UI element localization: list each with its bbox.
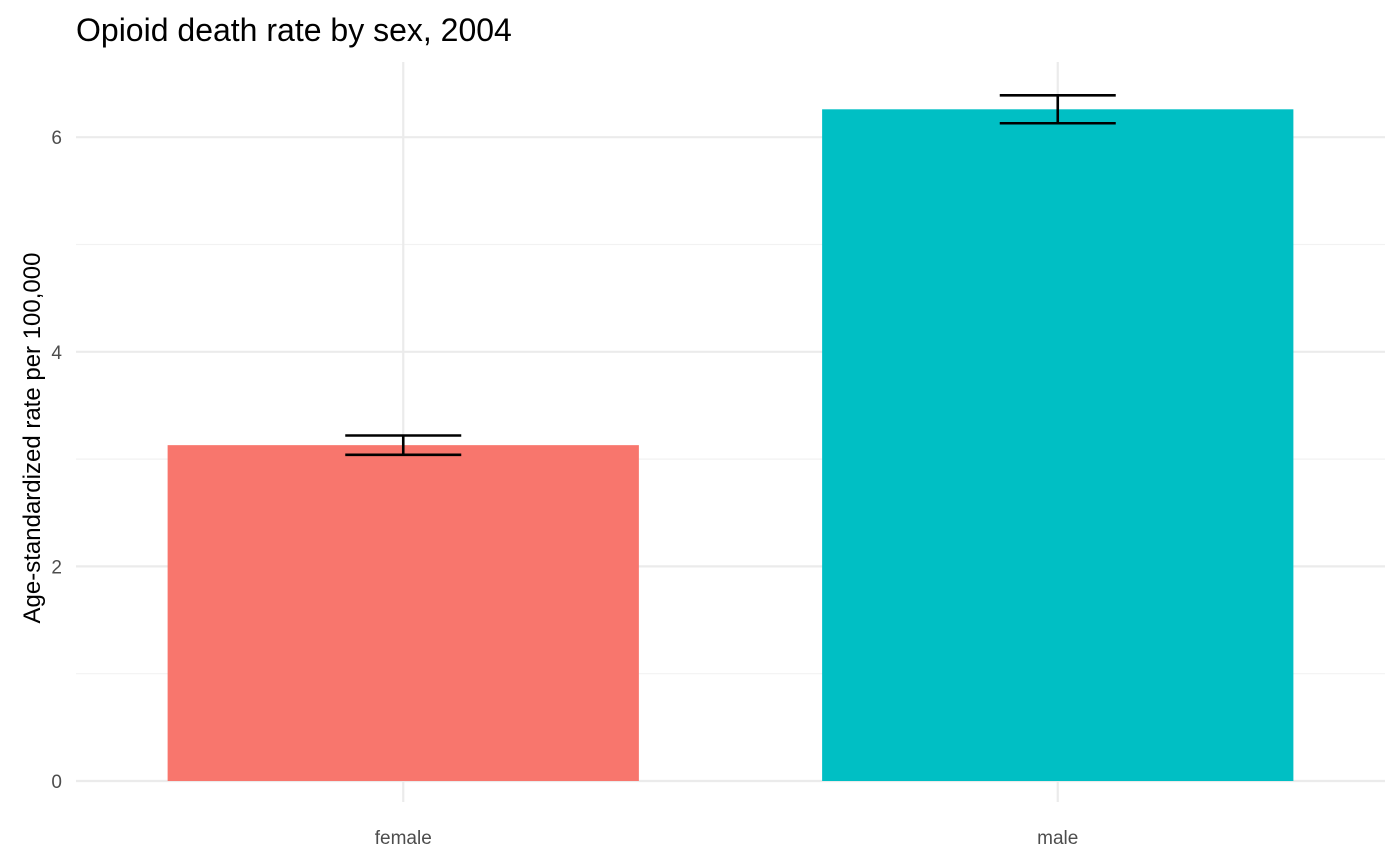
error-bar-male	[999, 94, 1116, 125]
y-tick-label: 6	[51, 128, 62, 149]
y-tick-label: 2	[51, 557, 62, 578]
x-tick-labels: female male	[375, 828, 1079, 849]
bars	[167, 109, 1294, 781]
error-bars	[345, 94, 1116, 457]
y-tick-label: 0	[51, 772, 62, 793]
x-tick-label: female	[375, 828, 432, 849]
bar-female	[167, 445, 639, 781]
y-axis-title: Age-standardized rate per 100,000	[19, 253, 46, 624]
y-tick-label: 4	[51, 343, 62, 364]
bar-male	[822, 109, 1294, 781]
y-tick-labels: 0 2 4 6	[51, 128, 62, 793]
x-tick-label: male	[1037, 828, 1078, 849]
error-bar-female	[345, 434, 462, 457]
chart-title: Opioid death rate by sex, 2004	[76, 12, 512, 48]
